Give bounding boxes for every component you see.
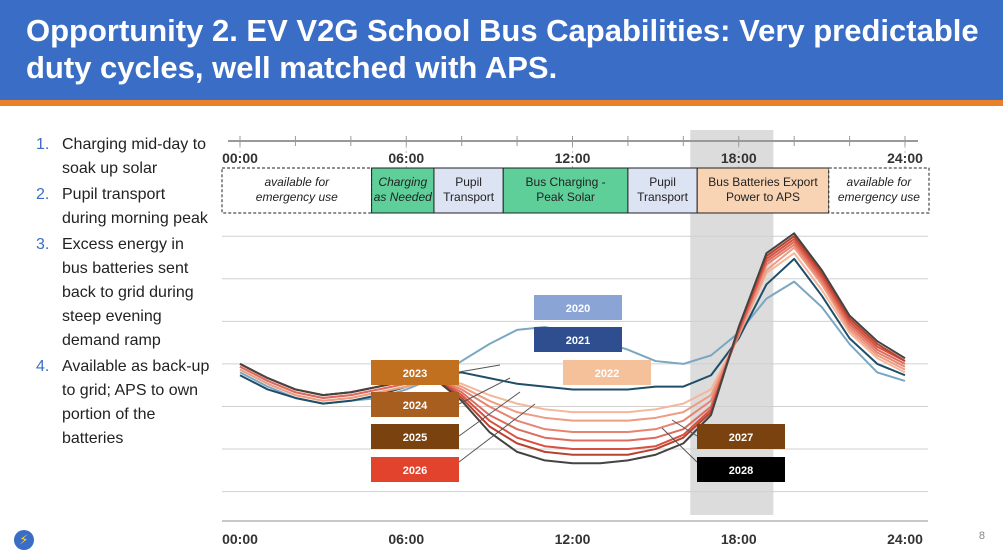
series-label: 2021 bbox=[566, 335, 590, 347]
series-label: 2023 bbox=[403, 368, 427, 380]
series-label-leader bbox=[458, 403, 536, 463]
activity-block bbox=[502, 167, 629, 214]
x-tick-label: 18:00 bbox=[721, 531, 757, 547]
activity-block-label: Peak Solar bbox=[536, 190, 595, 204]
series-label-box bbox=[371, 457, 459, 482]
bullet-number: 2. bbox=[36, 186, 50, 203]
series-label-leader bbox=[671, 419, 698, 437]
series-label-leader bbox=[458, 364, 501, 373]
bullet-item: 3. Excess energy in bus batteries sent ba… bbox=[30, 233, 210, 353]
activity-block bbox=[696, 167, 830, 214]
activity-block-label: Transport bbox=[637, 190, 689, 204]
activity-block bbox=[371, 167, 435, 214]
activity-block-label: Bus Charging - bbox=[526, 175, 606, 189]
series-label: 2028 bbox=[729, 465, 753, 477]
title-underline bbox=[0, 100, 1003, 106]
series-label: 2022 bbox=[595, 368, 619, 380]
series-label: 2020 bbox=[566, 303, 590, 315]
bullet-item: 4. Available as back-up to grid; APS to o… bbox=[30, 355, 210, 451]
series-line-2021 bbox=[239, 257, 906, 405]
timeline-tick-label: 06:00 bbox=[388, 150, 424, 166]
timeline-tick-label: 24:00 bbox=[887, 150, 923, 166]
series-label-leader bbox=[458, 391, 521, 437]
activity-block-label: Transport bbox=[443, 190, 495, 204]
series-line-2025 bbox=[239, 240, 906, 442]
series-label-leader bbox=[458, 377, 511, 405]
bullet-list: 1. Charging mid-day to soak up solar 2. Pu… bbox=[30, 133, 210, 453]
x-tick-label: 12:00 bbox=[555, 531, 591, 547]
bullet-number: 4. bbox=[36, 358, 50, 375]
bullet-number: 3. bbox=[36, 236, 50, 253]
bullet-text: Available as back-up to grid; APS to own… bbox=[62, 358, 210, 447]
activity-block-label: emergency use bbox=[838, 190, 920, 204]
activity-block-label: Pupil bbox=[455, 175, 482, 189]
series-label-box bbox=[371, 392, 459, 417]
x-tick-label: 24:00 bbox=[887, 531, 923, 547]
series-label-box bbox=[534, 295, 622, 320]
timeline-tick-label: 12:00 bbox=[555, 150, 591, 166]
bullet-item: 2. Pupil transport during morning peak bbox=[30, 183, 210, 231]
series-label: 2024 bbox=[403, 400, 428, 412]
series-label-box bbox=[534, 327, 622, 352]
x-tick-label: 06:00 bbox=[388, 531, 424, 547]
activity-block bbox=[828, 167, 930, 214]
bullet-text: Pupil transport during morning peak bbox=[62, 186, 208, 227]
activity-block-label: Bus Batteries Export bbox=[708, 175, 818, 189]
series-label-box bbox=[697, 457, 785, 482]
bullet-text: Charging mid-day to soak up solar bbox=[62, 136, 207, 177]
x-tick-label: 00:00 bbox=[222, 531, 258, 547]
bolt-logo-icon: ⚡ bbox=[14, 530, 34, 550]
series-line-2023 bbox=[239, 246, 906, 422]
series-label-box bbox=[563, 360, 651, 385]
activity-block-label: available for bbox=[264, 175, 330, 189]
timeline-tick-label: 18:00 bbox=[721, 150, 757, 166]
series-label-box bbox=[697, 424, 785, 449]
bullet-number: 1. bbox=[36, 136, 50, 153]
activity-block-label: Pupil bbox=[649, 175, 676, 189]
activity-block-label: Power to APS bbox=[726, 190, 800, 204]
page-number: 8 bbox=[978, 530, 985, 542]
activity-block bbox=[433, 167, 504, 214]
series-label: 2027 bbox=[729, 432, 753, 444]
activity-block bbox=[221, 167, 373, 214]
bullet-text: Excess energy in bus batteries sent back… bbox=[62, 236, 194, 349]
series-label: 2026 bbox=[403, 465, 427, 477]
activity-block-label: emergency use bbox=[256, 190, 338, 204]
slide-title: Opportunity 2. EV V2G School Bus Capabil… bbox=[26, 13, 979, 85]
activity-block-label: as Needed bbox=[374, 190, 432, 204]
bullet-item: 1. Charging mid-day to soak up solar bbox=[30, 133, 210, 181]
series-label-box bbox=[371, 360, 459, 385]
activity-block-label: Charging bbox=[378, 175, 427, 189]
timeline-tick-label: 00:00 bbox=[222, 150, 258, 166]
series-label-box bbox=[371, 424, 459, 449]
series-label: 2025 bbox=[403, 432, 427, 444]
series-label-leader bbox=[661, 427, 698, 463]
series-line-2028 bbox=[239, 232, 906, 465]
activity-block-label: available for bbox=[847, 175, 913, 189]
title-bar bbox=[0, 0, 1003, 100]
